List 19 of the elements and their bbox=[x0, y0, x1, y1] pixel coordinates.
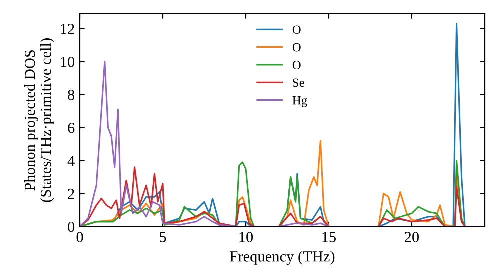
x-axis-title: Frequency (THz) bbox=[230, 251, 335, 265]
y-tick-label: 6 bbox=[68, 123, 75, 134]
legend-label: O bbox=[292, 61, 301, 70]
y-axis-title: Phonon projected DOS (States/THz·primitive cell) bbox=[24, 38, 54, 202]
legend-label: O bbox=[292, 26, 301, 34]
x-tick-label: 10 bbox=[240, 232, 254, 242]
y-tick-label: 12 bbox=[61, 24, 74, 34]
y-tick-label: 0 bbox=[68, 222, 75, 232]
y-tick-label: 10 bbox=[61, 56, 75, 68]
x-tick-label: 15 bbox=[322, 232, 336, 242]
y-tick-label: 8 bbox=[68, 90, 75, 100]
legend-label: O bbox=[292, 43, 301, 52]
x-tick-label: 0 bbox=[76, 232, 84, 242]
x-tick-label: 20 bbox=[405, 232, 420, 242]
legend-label: Hg bbox=[292, 96, 308, 108]
y-tick-label: 2 bbox=[68, 188, 74, 200]
y-tick-label: 4 bbox=[68, 156, 75, 166]
legend-label: Se bbox=[293, 78, 304, 88]
x-tick-label: 5 bbox=[160, 232, 166, 242]
